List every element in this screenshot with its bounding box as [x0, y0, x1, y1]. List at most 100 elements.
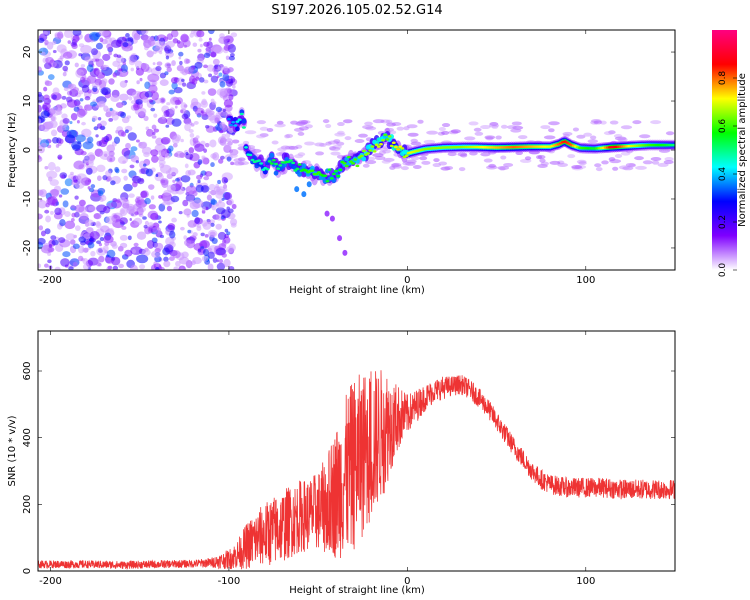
- spectrogram-noise-cell: [47, 74, 55, 81]
- spectrogram-ridge-cell: [353, 158, 358, 161]
- spectrogram-noise-cell: [218, 259, 224, 264]
- spectrogram-noise-cell: [165, 40, 176, 48]
- snr-xtick-label: -100: [218, 576, 241, 587]
- spectrogram-noise-cell: [130, 67, 135, 72]
- spectrogram-noise-cell: [217, 179, 221, 185]
- spectrogram-noise-cell: [136, 231, 147, 240]
- chart-title: S197.2026.105.02.52.G14: [271, 3, 442, 18]
- snr-ylabel: SNR (10 * v/v): [7, 415, 18, 486]
- spectrogram-noise-cell: [61, 126, 66, 131]
- spectrogram-halo-cell: [614, 153, 623, 158]
- spectrogram-noise-cell: [190, 123, 195, 127]
- spectrogram-ytick-label: -20: [22, 240, 33, 256]
- spectrogram-halo-cell: [638, 134, 651, 139]
- spectrogram-noise-cell: [79, 213, 89, 220]
- spectrogram-spot: [342, 249, 348, 256]
- spectrogram-ridge-cell: [331, 172, 336, 176]
- spectrogram-ridge-cell: [231, 120, 236, 124]
- spectrogram-noise-cell: [144, 197, 151, 205]
- spectrogram-noise-cell: [163, 110, 170, 118]
- spectrogram-halo-cell: [298, 126, 309, 131]
- spectrogram-spot: [306, 181, 312, 188]
- spectrogram-halo-cell: [421, 160, 431, 165]
- spectrogram-ridge-cell: [271, 159, 276, 162]
- spectrogram-ridge-cell: [398, 145, 403, 148]
- spectrogram-noise-cell: [97, 117, 102, 121]
- spectrogram-noise-cell: [158, 266, 165, 270]
- spectrogram-ridge-cell: [250, 158, 255, 162]
- spectrogram-noise-cell: [199, 43, 203, 48]
- spectrogram-ridge-cell: [297, 163, 302, 166]
- snr-axes: -200 -100 0 100 0 200 400 600: [22, 331, 675, 587]
- spectrogram-noise-cell: [85, 227, 94, 234]
- spectrogram-noise-cell: [175, 181, 183, 188]
- spectrogram-noise-cell: [201, 220, 208, 227]
- spectrogram-ridge-cell: [348, 160, 353, 163]
- spectrogram-noise-cell: [113, 214, 118, 219]
- snr-series-line: [38, 370, 675, 570]
- spectrogram-noise-cell: [194, 107, 205, 116]
- spectrogram-noise-cell: [74, 195, 79, 200]
- spectrogram-ridge-cell: [226, 117, 231, 121]
- spectrogram-halo-cell: [464, 136, 476, 141]
- spectrogram-noise-cell: [174, 99, 182, 106]
- spectrogram-noise-cell: [142, 163, 147, 167]
- spectrogram-noise-cell: [178, 51, 184, 57]
- spectrogram-noise-cell: [78, 236, 87, 243]
- spectrogram-noise-cell: [144, 90, 153, 98]
- spectrogram-noise-cell: [71, 212, 76, 218]
- spectrogram-noise-cell: [223, 183, 228, 189]
- spectrogram-noise-cell: [147, 222, 154, 228]
- spectrogram-noise-cell: [194, 61, 203, 69]
- spectrogram-halo-cell: [433, 158, 440, 163]
- spectrogram-noise-cell: [163, 189, 172, 196]
- spectrogram-noise-cell: [209, 115, 221, 124]
- spectrogram-noise-cell: [166, 66, 172, 73]
- spectrogram-noise-cell: [228, 94, 234, 101]
- spectrogram-halo-cell: [540, 125, 551, 130]
- spectrogram-noise-cell: [166, 173, 173, 179]
- spectrogram-noise-cell: [222, 239, 227, 244]
- spectrogram-noise-cell: [117, 129, 125, 137]
- spectrogram-noise-cell: [70, 112, 78, 121]
- spectrogram-ridge-cell: [342, 162, 347, 165]
- spectrogram-noise-cell: [60, 188, 70, 195]
- spectrogram-noise: [38, 30, 675, 270]
- spectrogram-halo-cell: [571, 165, 583, 170]
- spectrogram-noise-cell: [84, 96, 91, 101]
- spectrogram-halo-cell: [557, 162, 568, 167]
- spectrogram-noise-cell: [58, 194, 63, 198]
- spectrogram-noise-cell: [166, 201, 171, 206]
- spectrogram-xtick-label: -100: [218, 275, 241, 286]
- spectrogram-noise-cell: [161, 179, 169, 189]
- spectrogram-halo-cell: [617, 137, 628, 142]
- spectrogram-noise-cell: [55, 110, 63, 116]
- spectrogram-noise-cell: [38, 118, 42, 124]
- spectrogram-noise-cell: [67, 101, 75, 107]
- spectrogram-noise-cell: [95, 134, 99, 138]
- colorbar-tick-label: 0.6: [718, 119, 728, 134]
- spectrogram-noise-cell: [209, 139, 217, 148]
- spectrogram-noise-cell: [212, 152, 220, 161]
- spectrogram-noise-cell: [230, 161, 235, 166]
- spectrogram-halo-cell: [468, 121, 479, 126]
- spectrogram-noise-cell: [119, 242, 128, 249]
- spectrogram-noise-cell: [155, 267, 160, 270]
- spectrogram-noise-cell: [74, 204, 85, 213]
- spectrogram-noise-cell: [210, 52, 217, 58]
- spectrogram-noise-cell: [153, 113, 158, 118]
- spectrogram-noise-cell: [44, 209, 50, 214]
- spectrogram-noise-cell: [221, 253, 227, 258]
- spectrogram-noise-cell: [219, 137, 227, 146]
- spectrogram-noise-cell: [40, 142, 47, 148]
- spectrogram-ridge-cell: [336, 174, 341, 178]
- spectrogram-noise-cell: [62, 65, 69, 72]
- spectrogram-spot: [337, 235, 343, 242]
- spectrogram-ridge-cell: [391, 141, 396, 145]
- spectrogram-halo-cell: [441, 123, 451, 128]
- spectrogram-ridge-cell: [389, 144, 394, 148]
- spectrogram-noise-cell: [142, 216, 147, 220]
- spectrogram-halo-cell: [410, 138, 418, 143]
- spectrogram-noise-cell: [73, 160, 85, 170]
- spectrogram-halo-cell: [417, 119, 424, 124]
